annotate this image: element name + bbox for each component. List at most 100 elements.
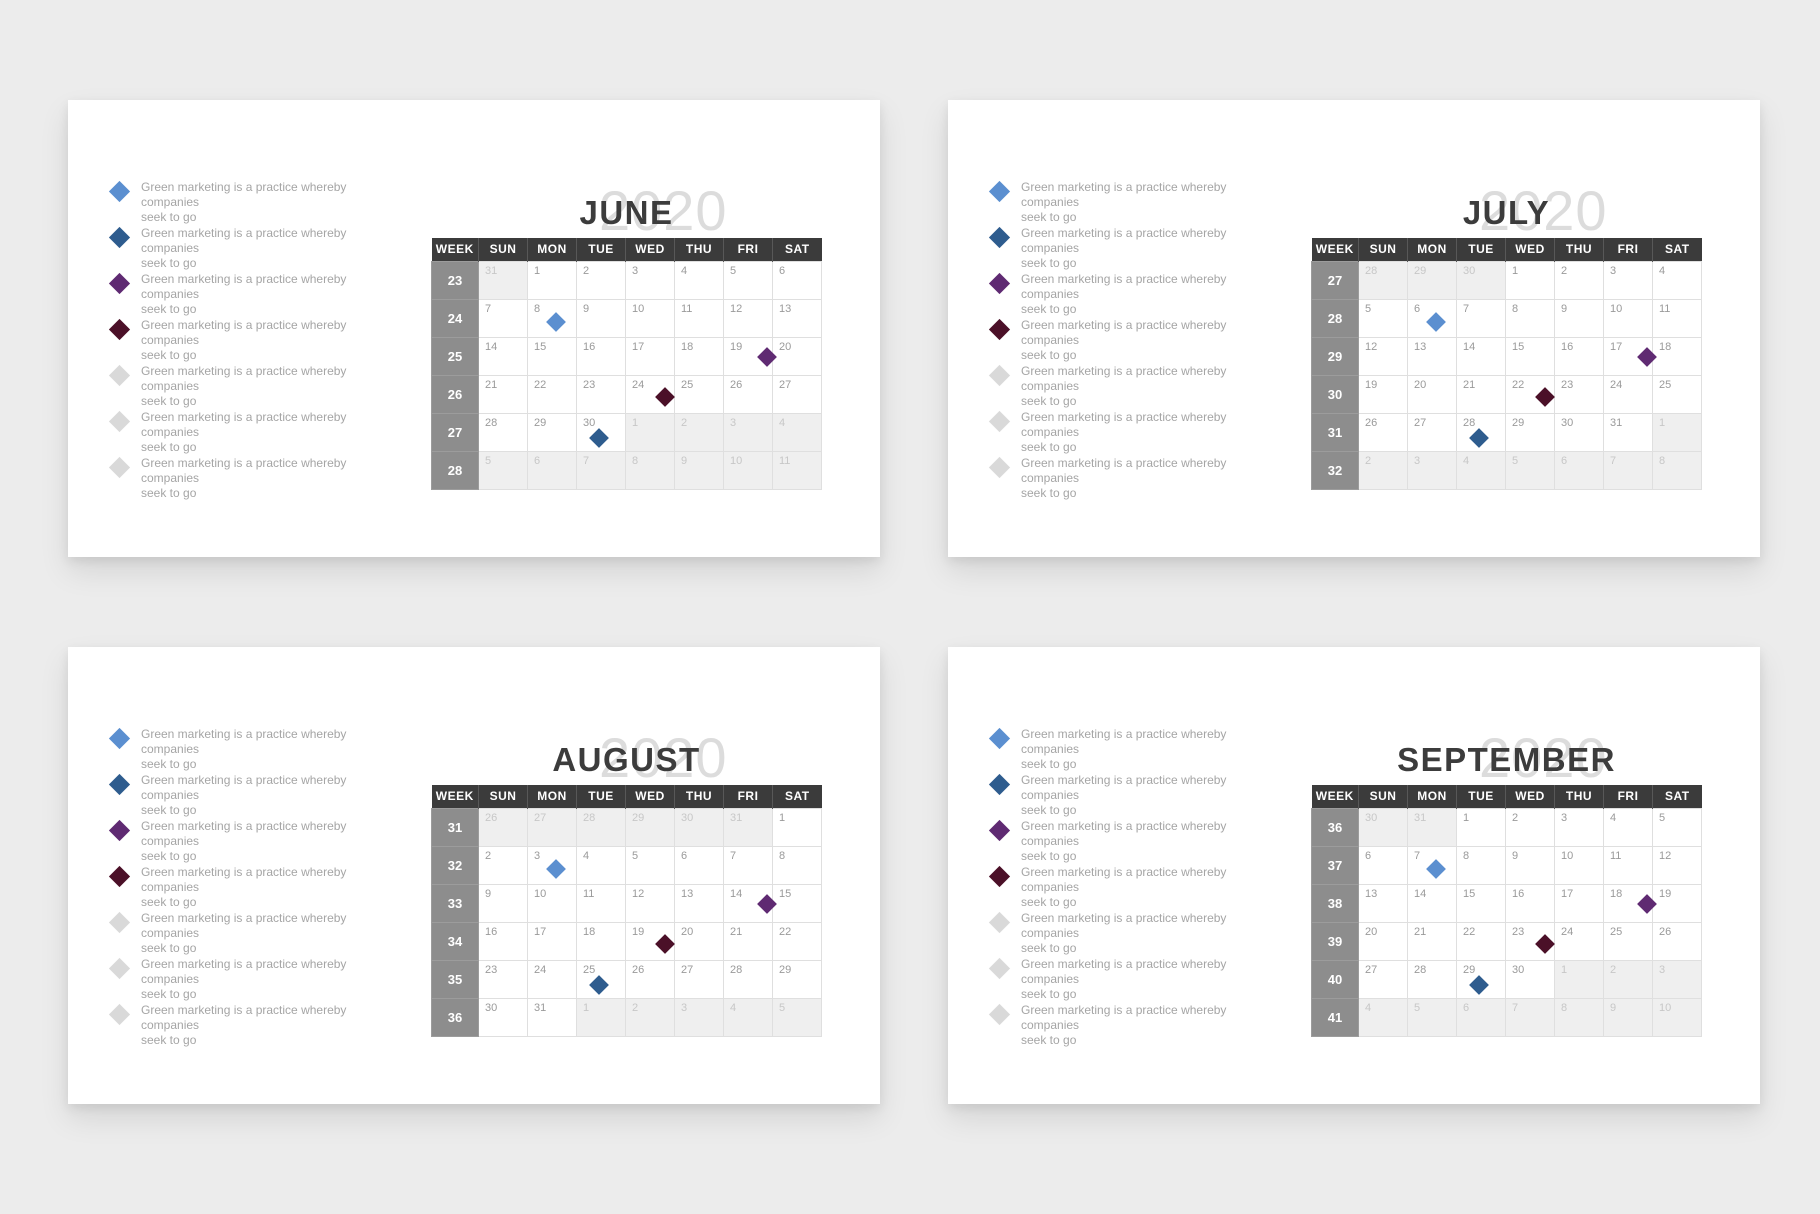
slide-july[interactable]: Green marketing is a practice whereby co…	[948, 100, 1760, 557]
day-cell: 28	[478, 412, 528, 452]
day-cell: 29	[1456, 959, 1506, 999]
day-cell: 20	[674, 921, 724, 961]
day-cell: 17	[527, 921, 577, 961]
legend-item: Green marketing is a practice whereby co…	[986, 410, 1276, 456]
week-number-cell: 34	[431, 921, 479, 961]
legend-item: Green marketing is a practice whereby co…	[106, 1003, 396, 1049]
weekday-header: FRI	[1603, 785, 1653, 808]
purple-diamond-icon	[108, 272, 131, 295]
legend-item: Green marketing is a practice whereby co…	[106, 773, 396, 819]
day-cell: 9	[1505, 845, 1555, 885]
weekday-header: WED	[1505, 238, 1555, 261]
week-column-header: WEEK	[1311, 785, 1359, 808]
legend-item: Green marketing is a practice whereby co…	[106, 410, 396, 456]
navy-diamond-icon	[988, 773, 1011, 796]
calendar-header-row: WEEK SUN MON TUE WED THU FRI SAT	[431, 238, 822, 261]
day-cell: 1	[772, 807, 822, 847]
day-cell: 27	[674, 959, 724, 999]
gray-diamond-icon	[108, 456, 131, 479]
year-watermark: 2020	[599, 179, 728, 242]
day-cell: 17	[1603, 336, 1658, 376]
legend-text: Green marketing is a practice whereby co…	[141, 957, 347, 1001]
day-cell: 26	[1652, 921, 1702, 961]
weekday-header: THU	[1554, 785, 1604, 808]
day-cell: 27	[1407, 412, 1457, 452]
day-cell-other-month: 3	[723, 412, 773, 452]
day-cell: 23	[1554, 374, 1604, 414]
legend-item: Green marketing is a practice whereby co…	[986, 911, 1276, 957]
day-cell: 15	[527, 336, 577, 376]
navy-diamond-icon	[988, 226, 1011, 249]
legend-text: Green marketing is a practice whereby co…	[1021, 364, 1227, 408]
purple-diamond-icon	[988, 272, 1011, 295]
week-number-cell: 33	[431, 883, 479, 923]
week-row: 40 27 28 29 30 1 2 3	[1311, 959, 1702, 999]
day-cell-other-month: 26	[478, 807, 528, 847]
day-cell: 9	[576, 298, 626, 338]
day-cell: 23	[1505, 921, 1556, 961]
day-cell-other-month: 8	[625, 450, 675, 490]
slide-june[interactable]: Green marketing is a practice whereby co…	[68, 100, 880, 557]
week-number-cell: 39	[1311, 921, 1359, 961]
calendar-header-row: WEEK SUN MON TUE WED THU FRI SAT	[431, 785, 822, 808]
legend-text: Green marketing is a practice whereby co…	[1021, 180, 1227, 224]
day-cell: 21	[478, 374, 528, 414]
blue-diamond-icon	[988, 727, 1011, 750]
week-row: 30 19 20 21 22 23 24 25	[1311, 374, 1702, 414]
legend-text: Green marketing is a practice whereby co…	[141, 819, 347, 863]
week-row: 35 23 24 25 26 27 28 29	[431, 959, 822, 999]
day-cell: 4	[674, 260, 724, 300]
slide-august[interactable]: Green marketing is a practice whereby co…	[68, 647, 880, 1104]
day-cell: 2	[1554, 260, 1604, 300]
day-cell-other-month: 4	[1358, 997, 1408, 1037]
week-row: 23 31 1 2 3 4 5 6	[431, 260, 822, 300]
day-cell: 18	[674, 336, 724, 376]
month-title: JUNE	[579, 194, 674, 231]
week-row: 29 12 13 14 15 16 17 18	[1311, 336, 1702, 376]
legend-item: Green marketing is a practice whereby co…	[106, 364, 396, 410]
weekday-header: SUN	[478, 785, 528, 808]
day-cell-other-month: 10	[723, 450, 773, 490]
day-cell: 5	[723, 260, 773, 300]
slide-september[interactable]: Green marketing is a practice whereby co…	[948, 647, 1760, 1104]
day-cell: 6	[772, 260, 822, 300]
day-cell: 7	[1407, 845, 1457, 885]
day-cell: 31	[1603, 412, 1653, 452]
legend-text: Green marketing is a practice whereby co…	[1021, 865, 1227, 909]
weekday-header: TUE	[576, 238, 626, 261]
legend-text: Green marketing is a practice whereby co…	[1021, 727, 1227, 771]
weekday-header: THU	[674, 785, 724, 808]
day-cell-other-month: 5	[1407, 997, 1457, 1037]
day-cell-other-month: 29	[625, 807, 675, 847]
day-cell-other-month: 6	[1456, 997, 1506, 1037]
day-cell-other-month: 28	[1358, 260, 1408, 300]
week-number-cell: 31	[1311, 412, 1359, 452]
weekday-header: SAT	[1652, 238, 1702, 261]
day-cell-other-month: 1	[1554, 959, 1604, 999]
legend-item: Green marketing is a practice whereby co…	[986, 1003, 1276, 1049]
day-cell-other-month: 7	[576, 450, 626, 490]
week-number-cell: 38	[1311, 883, 1359, 923]
day-cell-other-month: 30	[674, 807, 724, 847]
weekday-header: MON	[527, 785, 577, 808]
day-cell: 24	[625, 374, 676, 414]
blue-event-marker-icon	[1425, 311, 1446, 332]
day-cell: 5	[625, 845, 675, 885]
weekday-header: TUE	[1456, 785, 1506, 808]
day-cell-other-month: 4	[1456, 450, 1506, 490]
day-cell: 19	[1358, 374, 1408, 414]
gray-diamond-icon	[108, 410, 131, 433]
month-title: AUGUST	[552, 741, 701, 778]
day-cell: 25	[1652, 374, 1702, 414]
maroon-event-marker-icon	[655, 387, 676, 407]
day-cell-other-month: 8	[1652, 450, 1702, 490]
day-cell: 2	[1505, 807, 1555, 847]
weekday-header: TUE	[576, 785, 626, 808]
day-cell: 26	[723, 374, 773, 414]
calendar-table: WEEK SUN MON TUE WED THU FRI SAT 36 30 31 1 2 3 4 5 37 6…	[1311, 785, 1702, 1037]
week-row: 31 26 27 28 29 30 31 1	[431, 807, 822, 847]
legend: Green marketing is a practice whereby co…	[106, 180, 396, 502]
day-cell: 29	[527, 412, 577, 452]
day-cell: 4	[1652, 260, 1702, 300]
day-cell: 4	[576, 845, 626, 885]
